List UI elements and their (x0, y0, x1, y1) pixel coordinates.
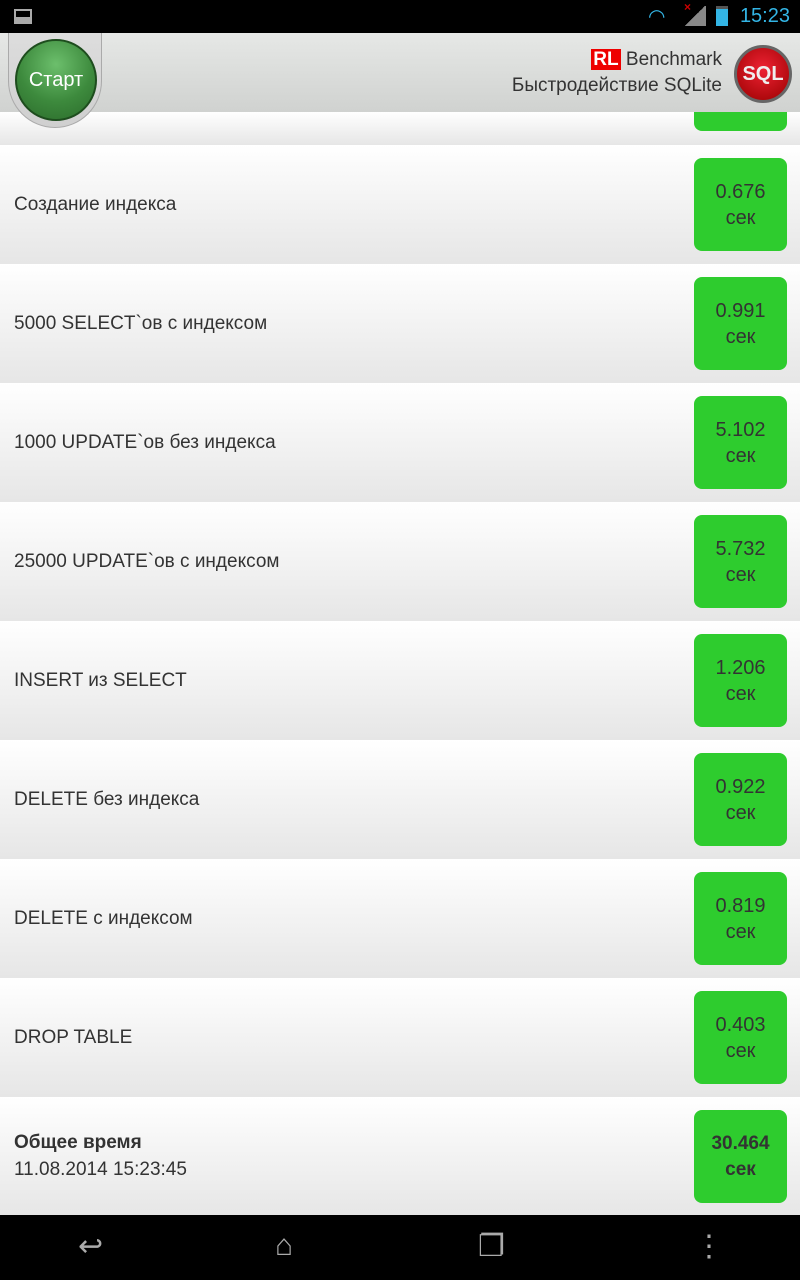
result-value: 1.206 (715, 656, 766, 679)
result-value: 0.991 (715, 299, 766, 322)
list-item: DROP TABLE 0.403 сек (0, 978, 800, 1097)
result-value: 0.676 (715, 180, 766, 203)
total-datetime: 11.08.2014 15:23:45 (14, 1159, 187, 1180)
result-box (694, 112, 787, 131)
home-icon[interactable]: ⌂ (275, 1229, 294, 1262)
back-icon[interactable]: ↩ (78, 1230, 104, 1263)
result-unit: сек (725, 682, 756, 705)
clock: 15:23 (739, 5, 790, 27)
list-item: DELETE без индекса 0.922 сек (0, 740, 800, 859)
total-row: Общее время 11.08.2014 15:23:45 30.464 с… (0, 1097, 800, 1215)
list-item: 25000 UPDATE`ов с индексом 5.732 сек (0, 502, 800, 621)
navigation-bar: ↩ ⌂ ❐ ⋮ (0, 1215, 800, 1280)
result-box: 0.819 сек (694, 872, 787, 965)
result-box: 0.403 сек (694, 991, 787, 1084)
test-label: 1000 UPDATE`ов без индекса (14, 431, 276, 453)
app-header: RL Benchmark Быстродействие SQLite SQL (0, 33, 800, 112)
total-result-box: 30.464 сек (694, 1110, 787, 1203)
result-unit: сек (725, 801, 756, 824)
start-button[interactable]: Старт (15, 39, 97, 121)
gallery-notification-icon (14, 9, 32, 24)
sql-logo-icon: SQL (734, 45, 792, 103)
no-signal-x-icon: × (684, 0, 692, 14)
result-value: 5.732 (715, 537, 766, 560)
test-label: DELETE без индекса (14, 788, 200, 810)
result-box: 5.732 сек (694, 515, 787, 608)
result-box: 0.922 сек (694, 753, 787, 846)
test-label: Создание индекса (14, 193, 177, 215)
status-bar: ◠ × 15:23 (0, 0, 800, 33)
brand-name: Benchmark (625, 49, 722, 70)
result-value: 5.102 (715, 418, 766, 441)
result-value: 0.403 (715, 1013, 766, 1036)
recent-apps-icon[interactable]: ❐ (478, 1230, 505, 1263)
result-unit: сек (725, 444, 756, 467)
test-label: DROP TABLE (14, 1026, 133, 1048)
result-value: 0.819 (715, 894, 766, 917)
result-unit: сек (725, 325, 756, 348)
menu-icon[interactable]: ⋮ (694, 1230, 724, 1263)
test-label: 25000 UPDATE`ов с индексом (14, 550, 280, 572)
test-label: INSERT из SELECT (14, 669, 187, 691)
rl-badge: RL (591, 49, 621, 70)
signal-icon (684, 6, 706, 26)
result-unit: сек (725, 206, 756, 229)
test-label: 5000 SELECT`ов с индексом (14, 312, 268, 334)
list-item: 5000 SELECT`ов с индексом 0.991 сек (0, 264, 800, 383)
total-label: Общее время (14, 1132, 142, 1153)
result-box: 0.991 сек (694, 277, 787, 370)
list-item-partial (0, 112, 800, 145)
results-list[interactable]: Создание индекса 0.676 сек 5000 SELECT`ов … (0, 112, 800, 1215)
result-unit: сек (725, 563, 756, 586)
wifi-icon: ◠ (648, 6, 666, 28)
total-value: 30.464 (711, 1132, 770, 1154)
result-box: 0.676 сек (694, 158, 787, 251)
app-title: RL Benchmark Быстродействие SQLite (512, 47, 722, 99)
list-item: INSERT из SELECT 1.206 сек (0, 621, 800, 740)
list-item: Создание индекса 0.676 сек (0, 145, 800, 264)
test-label: DELETE с индексом (14, 907, 193, 929)
result-unit: сек (725, 1039, 756, 1062)
battery-icon (716, 6, 728, 26)
result-value: 0.922 (715, 775, 766, 798)
list-item: DELETE с индексом 0.819 сек (0, 859, 800, 978)
list-item: 1000 UPDATE`ов без индекса 5.102 сек (0, 383, 800, 502)
start-button-holder: Старт (8, 33, 102, 128)
result-unit: сек (725, 920, 756, 943)
app-subtitle: Быстродействие SQLite (511, 75, 722, 96)
result-box: 1.206 сек (694, 634, 787, 727)
result-box: 5.102 сек (694, 396, 787, 489)
total-unit: сек (725, 1158, 756, 1180)
